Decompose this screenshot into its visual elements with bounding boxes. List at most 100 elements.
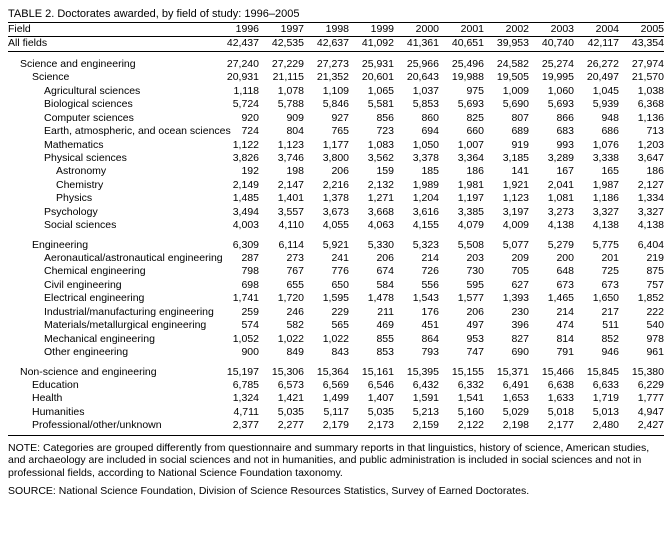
cell-value: 747 [439, 346, 484, 359]
row-label: Education [8, 379, 214, 392]
cell-value: 3,668 [349, 206, 394, 219]
cell-value: 767 [259, 265, 304, 278]
cell-value: 165 [574, 165, 619, 178]
table-row: Mechanical engineering1,0521,0221,022855… [8, 333, 664, 346]
cell-value: 167 [529, 165, 574, 178]
table-body: All fields42,43742,53542,63741,09241,361… [8, 37, 664, 433]
cell-value: 24,582 [484, 58, 529, 71]
row-label: Industrial/manufacturing engineering [8, 306, 214, 319]
cell-value: 246 [259, 306, 304, 319]
table-row: Mathematics1,1221,1231,1771,0831,0501,00… [8, 139, 664, 152]
cell-value: 1,038 [619, 85, 664, 98]
cell-value: 5,035 [259, 406, 304, 419]
cell-value: 725 [574, 265, 619, 278]
cell-value: 4,138 [574, 219, 619, 232]
cell-value: 206 [349, 252, 394, 265]
cell-value: 3,746 [259, 152, 304, 165]
cell-value: 15,364 [304, 366, 349, 379]
cell-value: 5,508 [439, 239, 484, 252]
table-note: NOTE: Categories are grouped differently… [8, 442, 664, 480]
cell-value: 6,491 [484, 379, 529, 392]
row-label: Physical sciences [8, 152, 214, 165]
cell-value: 25,496 [439, 58, 484, 71]
cell-value: 6,368 [619, 98, 664, 111]
cell-value: 556 [394, 279, 439, 292]
table-row: Earth, atmospheric, and ocean sciences72… [8, 125, 664, 138]
cell-value: 4,003 [214, 219, 259, 232]
cell-value: 5,690 [484, 98, 529, 111]
cell-value: 2,427 [619, 419, 664, 432]
cell-value: 1,421 [259, 392, 304, 405]
cell-value: 5,846 [304, 98, 349, 111]
cell-value: 1,653 [484, 392, 529, 405]
table-title: TABLE 2. Doctorates awarded, by field of… [8, 8, 664, 20]
cell-value: 42,535 [259, 37, 304, 51]
cell-value: 200 [529, 252, 574, 265]
cell-value: 3,327 [619, 206, 664, 219]
cell-value: 5,724 [214, 98, 259, 111]
cell-value: 214 [394, 252, 439, 265]
cell-value: 20,931 [214, 71, 259, 84]
cell-value: 1,720 [259, 292, 304, 305]
cell-value: 273 [259, 252, 304, 265]
header-year: 2000 [394, 23, 439, 37]
cell-value: 3,616 [394, 206, 439, 219]
cell-value: 1,541 [439, 392, 484, 405]
cell-value: 1,499 [304, 392, 349, 405]
cell-value: 2,177 [529, 419, 574, 432]
table-source: SOURCE: National Science Foundation, Div… [8, 485, 664, 498]
header-year: 2002 [484, 23, 529, 37]
cell-value: 975 [439, 85, 484, 98]
header-row: Field 1996 1997 1998 1999 2000 2001 2002… [8, 23, 664, 37]
cell-value: 1,177 [304, 139, 349, 152]
cell-value: 1,123 [259, 139, 304, 152]
cell-value: 791 [529, 346, 574, 359]
cell-value: 209 [484, 252, 529, 265]
cell-value: 2,147 [259, 179, 304, 192]
cell-value: 2,132 [349, 179, 394, 192]
table-row: Chemical engineering79876777667472673070… [8, 265, 664, 278]
cell-value: 6,432 [394, 379, 439, 392]
cell-value: 765 [304, 125, 349, 138]
row-label: Professional/other/unknown [8, 419, 214, 432]
cell-value: 946 [574, 346, 619, 359]
header-year: 2003 [529, 23, 574, 37]
row-label: Science and engineering [8, 58, 214, 71]
cell-value: 26,272 [574, 58, 619, 71]
cell-value: 203 [439, 252, 484, 265]
cell-value: 2,159 [394, 419, 439, 432]
cell-value: 185 [394, 165, 439, 178]
cell-value: 6,332 [439, 379, 484, 392]
cell-value: 27,229 [259, 58, 304, 71]
cell-value: 3,385 [439, 206, 484, 219]
cell-value: 1,921 [484, 179, 529, 192]
cell-value: 42,437 [214, 37, 259, 51]
header-field: Field [8, 23, 214, 37]
cell-value: 776 [304, 265, 349, 278]
cell-value: 705 [484, 265, 529, 278]
cell-value: 1,478 [349, 292, 394, 305]
cell-value: 3,364 [439, 152, 484, 165]
cell-value: 19,505 [484, 71, 529, 84]
cell-value: 1,123 [484, 192, 529, 205]
cell-value: 1,060 [529, 85, 574, 98]
cell-value: 211 [349, 306, 394, 319]
cell-value: 5,160 [439, 406, 484, 419]
cell-value: 856 [349, 112, 394, 125]
cell-value: 192 [214, 165, 259, 178]
cell-value: 689 [484, 125, 529, 138]
cell-value: 1,852 [619, 292, 664, 305]
cell-value: 15,306 [259, 366, 304, 379]
cell-value: 5,077 [484, 239, 529, 252]
cell-value: 6,569 [304, 379, 349, 392]
cell-value: 27,240 [214, 58, 259, 71]
cell-value: 1,186 [574, 192, 619, 205]
cell-value: 21,570 [619, 71, 664, 84]
cell-value: 674 [349, 265, 394, 278]
header-year: 1999 [349, 23, 394, 37]
row-label: All fields [8, 37, 214, 51]
cell-value: 5,029 [484, 406, 529, 419]
cell-value: 2,216 [304, 179, 349, 192]
cell-value: 864 [394, 333, 439, 346]
cell-value: 6,573 [259, 379, 304, 392]
